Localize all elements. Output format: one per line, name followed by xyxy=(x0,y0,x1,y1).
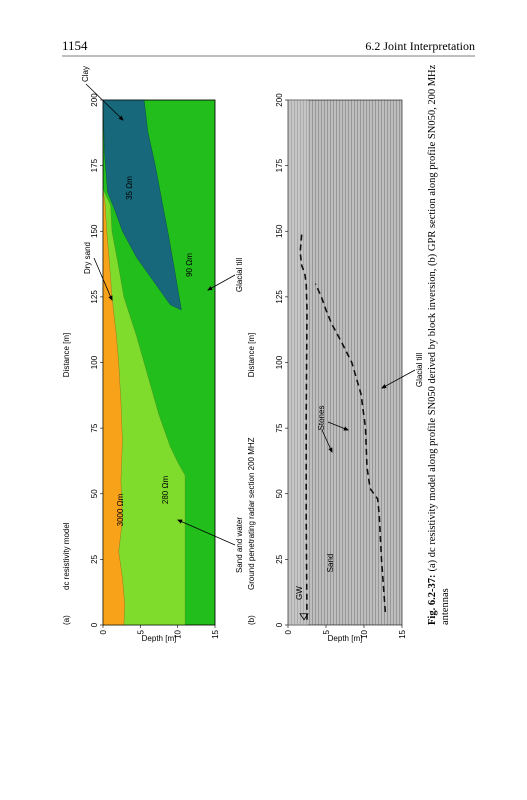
x-tick-label: 150 xyxy=(275,224,284,238)
arrows xyxy=(85,83,416,546)
page-number: 1154 xyxy=(62,38,88,53)
x-tick-label: 75 xyxy=(90,423,99,432)
annotation: 3000 Ωm xyxy=(116,493,125,526)
arrow-head xyxy=(328,447,333,453)
annotation: GW xyxy=(295,586,304,600)
y-tick-label: 0 xyxy=(284,629,293,634)
annotation: Sand and water xyxy=(235,517,244,573)
x-tick-label: 200 xyxy=(90,93,99,107)
annotation: Clay xyxy=(81,66,90,82)
x-tick-label: 50 xyxy=(275,489,284,498)
x-axis-title: Distance [m] xyxy=(62,333,71,377)
resistivity-model xyxy=(102,99,216,626)
caption-line: (a) dc resistivity model along profile S… xyxy=(427,64,438,571)
panel-title: Ground penetrating radar section 200 MHZ xyxy=(247,437,256,590)
x-tick-label: 125 xyxy=(275,290,284,304)
arrow-head xyxy=(108,295,113,301)
panel-label: (b) xyxy=(247,615,256,625)
x-axis-title: Distance [m] xyxy=(247,333,256,377)
annotation: Stones xyxy=(317,406,326,431)
y-tick-label: 5 xyxy=(322,629,331,634)
x-tick-label: 100 xyxy=(90,355,99,369)
y-axis-title: Depth [m] xyxy=(328,634,363,643)
gpr-section xyxy=(287,99,403,626)
arrow-head xyxy=(207,286,213,291)
y-tick-label: 0 xyxy=(99,629,108,634)
annotation: Glacial till xyxy=(415,353,424,387)
y-axis-title: Depth [m] xyxy=(142,634,177,643)
x-tick-label: 200 xyxy=(275,93,284,107)
caption: Fig. 6.2-37: (a) dc resistivity model alo… xyxy=(427,64,438,625)
y-tick-label: 10 xyxy=(174,629,183,638)
x-tick-label: 75 xyxy=(275,423,284,432)
annotation: 280 Ωm xyxy=(161,476,170,505)
x-tick-label: 125 xyxy=(90,290,99,304)
x-tick-label: 175 xyxy=(90,158,99,172)
arrow-head xyxy=(343,426,349,431)
y-tick-label: 10 xyxy=(360,629,369,638)
arrow-head xyxy=(381,384,387,389)
x-tick-label: 0 xyxy=(90,622,99,627)
arrow xyxy=(93,257,113,301)
annotation: 90 Ωm xyxy=(185,253,194,277)
arrow xyxy=(177,519,236,546)
section-title: 6.2 Joint Interpretation xyxy=(365,39,475,53)
annotation: 35 Ωm xyxy=(125,176,134,200)
x-tick-label: 0 xyxy=(275,622,284,627)
gw-marker xyxy=(299,613,309,621)
y-tick-label: 15 xyxy=(398,629,407,638)
annotation: Sand xyxy=(326,554,335,573)
caption-line: antennas xyxy=(440,588,451,625)
x-tick-label: 100 xyxy=(275,355,284,369)
x-tick-label: 25 xyxy=(275,554,284,563)
arrow xyxy=(381,369,416,389)
x-tick-label: 150 xyxy=(90,224,99,238)
arrow-head xyxy=(177,519,183,524)
y-tick-label: 15 xyxy=(211,629,220,638)
x-tick-label: 25 xyxy=(90,554,99,563)
annotation: Dry sand xyxy=(83,242,92,274)
panel-label: (a) xyxy=(62,615,71,625)
arrow xyxy=(85,83,124,121)
caption-label: Fig. 6.2-37: xyxy=(427,575,438,625)
annotation: Glacial till xyxy=(235,258,244,292)
x-tick-label: 50 xyxy=(90,489,99,498)
panel-title: dc resistivity model xyxy=(62,522,71,590)
arrow xyxy=(207,274,236,291)
x-tick-label: 175 xyxy=(275,158,284,172)
y-tick-label: 5 xyxy=(136,629,145,634)
arrow-head xyxy=(118,115,124,121)
